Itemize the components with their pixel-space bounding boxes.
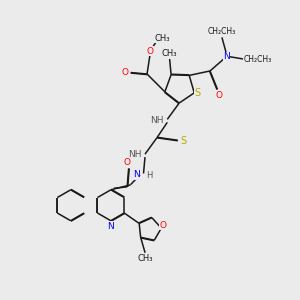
Text: O: O <box>122 68 129 77</box>
Text: CH₃: CH₃ <box>155 34 170 43</box>
Text: H: H <box>146 171 153 180</box>
Text: N: N <box>107 222 114 231</box>
Text: NH: NH <box>150 116 164 125</box>
Text: O: O <box>124 158 131 167</box>
Text: CH₃: CH₃ <box>162 50 177 58</box>
Text: O: O <box>215 91 223 100</box>
Text: S: S <box>195 88 201 98</box>
Text: CH₃: CH₃ <box>137 254 153 263</box>
Text: N: N <box>133 170 140 179</box>
Text: CH₂CH₃: CH₂CH₃ <box>244 55 272 64</box>
Text: O: O <box>146 46 154 56</box>
Text: CH₂CH₃: CH₂CH₃ <box>208 27 236 36</box>
Text: O: O <box>160 220 167 230</box>
Text: N: N <box>223 52 230 61</box>
Text: NH: NH <box>128 150 141 159</box>
Text: S: S <box>181 136 187 146</box>
